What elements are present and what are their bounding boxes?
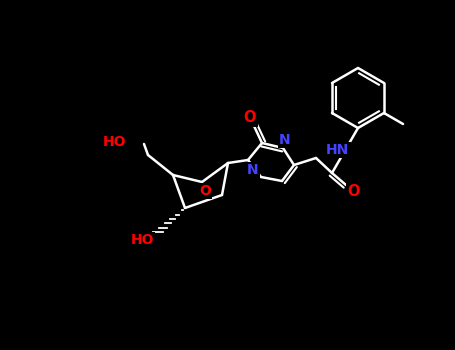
Text: N: N — [247, 163, 259, 177]
Text: O: O — [348, 183, 360, 198]
Text: HO: HO — [102, 135, 126, 149]
Text: HN: HN — [326, 143, 349, 157]
Text: O: O — [244, 111, 256, 126]
Text: HO: HO — [131, 233, 154, 247]
Text: O: O — [199, 184, 211, 198]
Text: N: N — [279, 133, 291, 147]
